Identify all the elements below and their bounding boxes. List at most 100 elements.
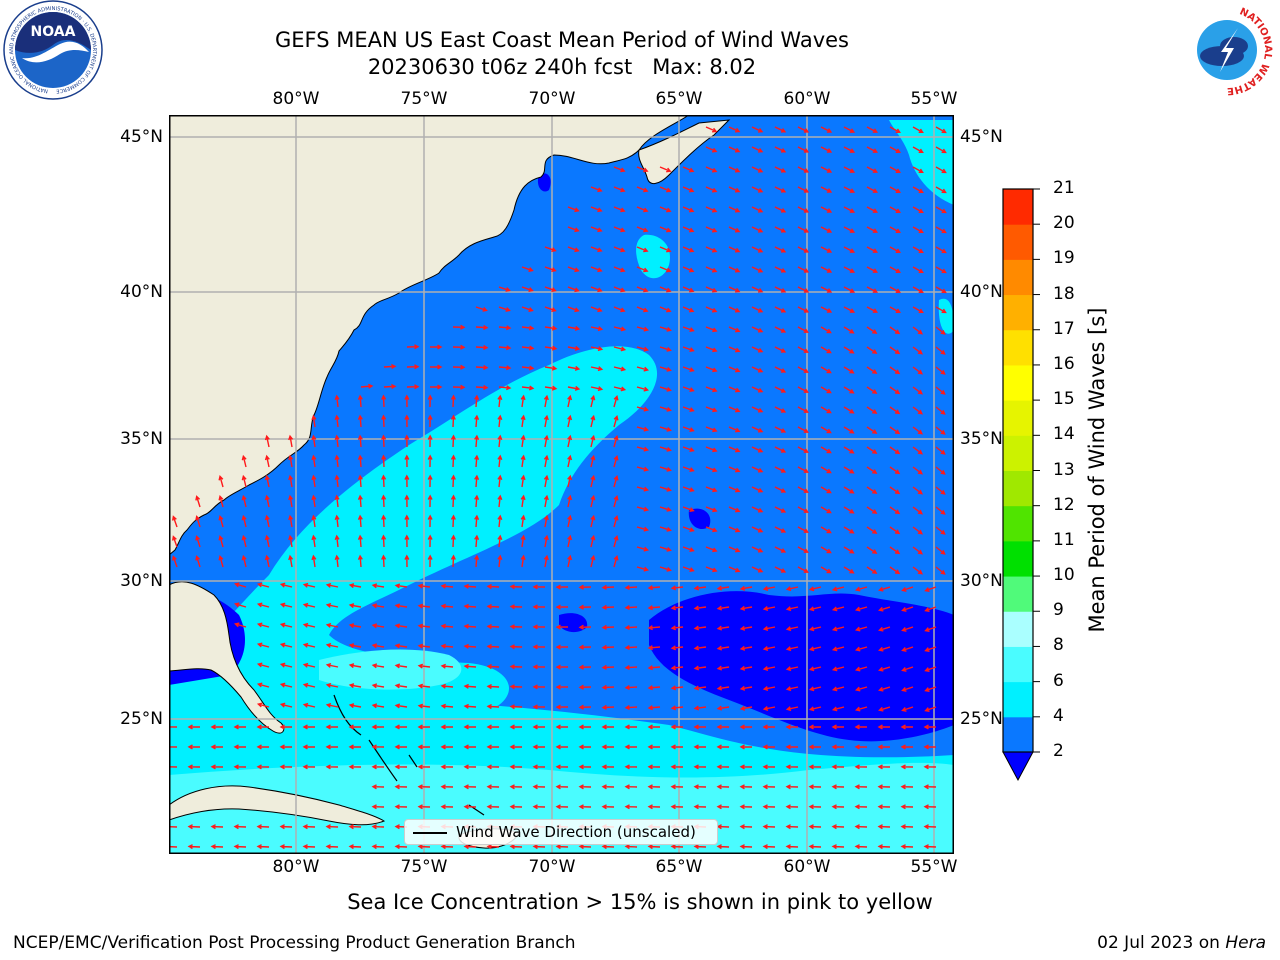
wind-wave-arrow [739,824,753,830]
wind-wave-arrow [233,764,247,770]
colorbar-tick-label: 20 [1053,213,1075,234]
wind-wave-arrow [497,454,503,468]
wind-wave-arrow [636,506,649,512]
wind-wave-arrow [785,626,799,632]
wind-wave-arrow [417,744,431,750]
wind-wave-arrow [498,385,512,391]
wind-wave-arrow [866,266,879,273]
wind-wave-arrow [785,844,799,850]
wind-wave-arrow [218,555,224,568]
wind-wave-arrow [647,645,661,651]
wind-wave-arrow [901,606,914,612]
wind-wave-arrow [670,605,684,611]
wind-wave-arrow [682,326,695,332]
wind-wave-arrow [866,186,879,193]
wind-wave-arrow [912,146,924,154]
footer-date: 02 Jul 2023 on [1097,933,1226,953]
wind-wave-arrow [751,406,764,413]
colorbar-tick-label: 21 [1053,178,1075,198]
wind-wave-arrow [912,246,924,254]
wind-wave-arrow [820,306,833,313]
wind-wave-arrow [279,662,293,668]
wind-wave-arrow [195,515,201,528]
wind-wave-arrow [843,426,855,434]
wind-wave-arrow [532,664,546,670]
wind-wave-arrow [762,844,776,850]
wind-wave-arrow [693,605,707,611]
wind-wave-arrow [234,622,247,628]
wind-wave-arrow [264,534,270,548]
wind-wave-arrow [808,626,822,632]
wind-wave-arrow [843,546,855,554]
wind-wave-arrow [532,624,546,630]
wind-wave-arrow [716,665,730,671]
wind-wave-arrow [843,186,856,193]
wind-wave-arrow [843,446,855,454]
wind-wave-arrow [348,703,362,709]
wind-wave-arrow [682,186,695,193]
wind-wave-arrow [935,226,947,234]
wind-wave-arrow [474,394,480,408]
wind-wave-arrow [463,804,477,810]
wind-wave-arrow [751,486,764,493]
wind-wave-arrow [613,206,626,213]
wind-wave-arrow [555,844,569,850]
wind-wave-arrow [325,642,339,648]
wind-wave-arrow [820,406,832,414]
wind-wave-arrow [371,623,385,629]
wind-wave-arrow [450,554,456,568]
wind-wave-arrow [843,486,855,494]
wind-wave-arrow [878,586,891,592]
wind-wave-arrow [475,364,489,371]
wind-wave-arrow [532,644,546,650]
wind-wave-arrow [854,764,868,770]
wind-wave-arrow [843,246,856,253]
wind-wave-arrow [924,666,937,672]
wind-wave-arrow [739,844,753,850]
wind-wave-arrow [371,703,385,709]
wind-wave-arrow [578,664,592,670]
lon-tick-bottom: 55°W [910,857,958,877]
wind-wave-arrow [521,365,535,371]
wind-wave-arrow [785,724,799,730]
wind-wave-arrow [450,454,456,468]
wind-wave-arrow [831,824,845,830]
wind-wave-arrow [601,604,615,610]
wind-wave-arrow [705,386,718,393]
wind-wave-arrow [475,306,488,312]
wind-wave-arrow [427,454,433,468]
wind-wave-arrow [659,546,672,552]
wind-wave-arrow [590,454,596,468]
wind-wave-arrow [497,474,503,488]
map-graticule [169,115,954,854]
wind-wave-arrow [486,784,500,790]
wind-wave-arrow [509,644,523,650]
wind-wave-arrow [797,306,810,313]
wind-wave-arrow [567,554,573,568]
lon-tick-bottom: 80°W [272,857,320,877]
wind-wave-arrow [751,306,764,313]
wind-wave-arrow [843,366,855,374]
wind-wave-arrow [659,346,672,352]
wind-wave-arrow [440,744,454,750]
wind-wave-arrow [406,384,420,390]
wind-wave-arrow [889,206,901,213]
wind-wave-arrow [785,706,799,712]
colorbar-tick-label: 8 [1053,635,1064,656]
lat-tick-right: 30°N [960,571,1003,591]
wind-wave-arrow [624,764,638,770]
wind-wave-arrow [567,514,573,528]
wind-wave-arrow [555,704,569,710]
wind-wave-arrow [866,166,879,173]
wind-wave-arrow [739,705,753,711]
wind-wave-arrow [383,363,397,370]
wind-wave-arrow [417,603,431,609]
wind-wave-arrow [463,724,477,730]
wind-wave-arrow [325,764,339,770]
wind-wave-arrow [647,724,661,730]
wind-wave-arrow [739,645,753,651]
wind-wave-arrow [440,784,454,790]
wind-wave-arrow [590,206,603,213]
wind-wave-direction-arrows [169,126,947,850]
wind-wave-arrow [357,514,363,528]
